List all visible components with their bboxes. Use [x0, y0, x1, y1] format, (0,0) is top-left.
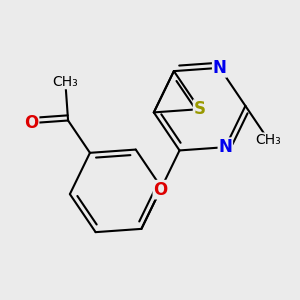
Text: O: O	[153, 181, 168, 199]
Text: N: N	[213, 59, 226, 77]
Text: CH₃: CH₃	[256, 133, 281, 147]
Text: O: O	[24, 114, 39, 132]
Text: S: S	[194, 100, 206, 118]
Text: N: N	[218, 138, 232, 156]
Text: CH₃: CH₃	[52, 75, 78, 88]
